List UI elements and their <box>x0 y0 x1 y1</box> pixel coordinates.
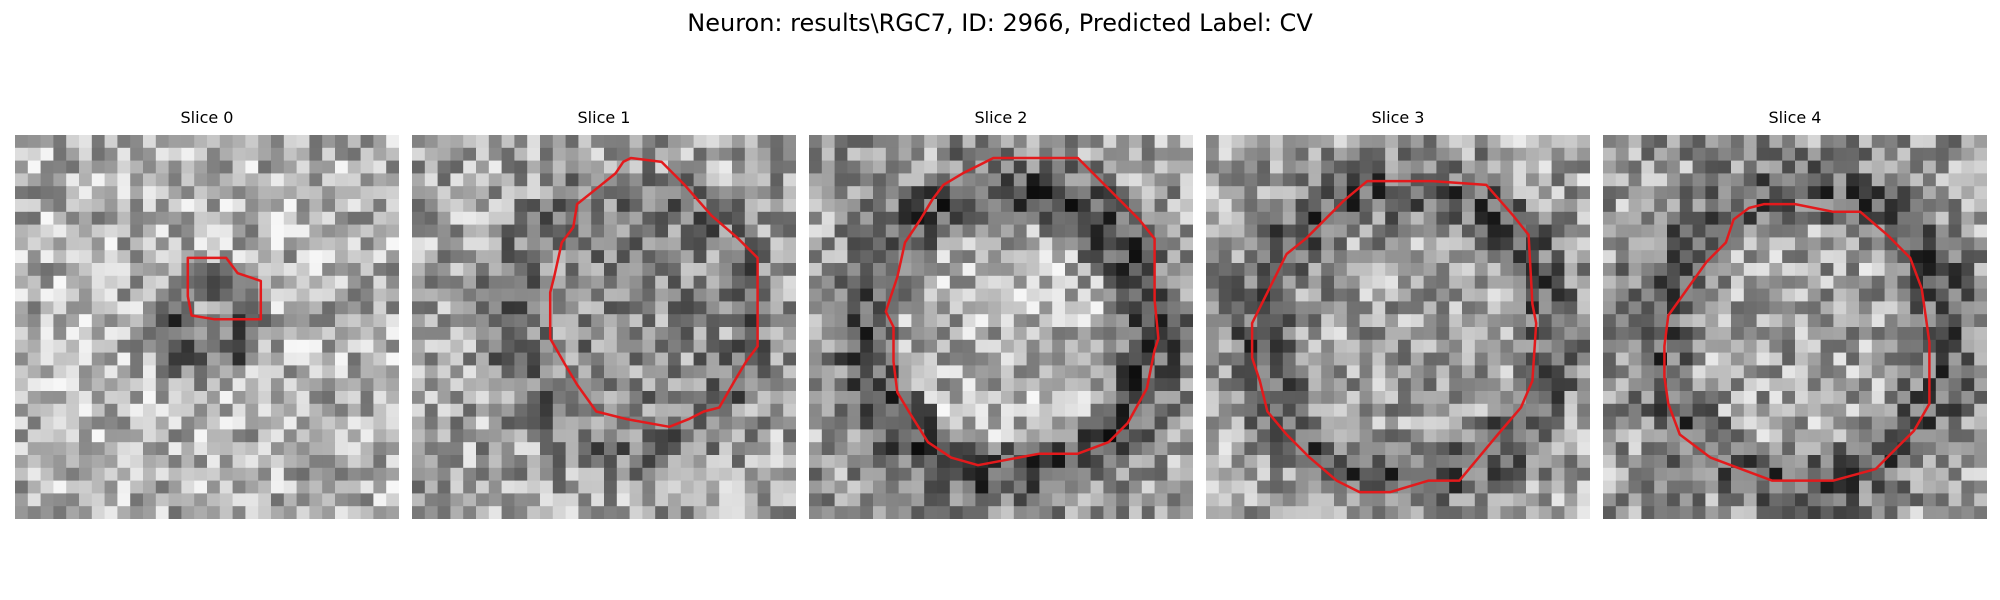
segmentation-contour <box>1663 202 1931 482</box>
slice-title-3: Slice 3 <box>1371 108 1425 127</box>
slice-1-canvas <box>412 135 796 519</box>
slice-image-3 <box>1206 135 1590 519</box>
slice-4-canvas <box>1603 135 1987 519</box>
pixel-grid <box>1603 135 1987 519</box>
slice-2-canvas <box>809 135 1193 519</box>
segmentation-contour <box>186 256 263 321</box>
slice-title-1: Slice 1 <box>577 108 631 127</box>
slice-title-0: Slice 0 <box>180 108 234 127</box>
segmentation-contour <box>1250 179 1538 494</box>
pixel-grid <box>15 135 399 519</box>
figure-title: Neuron: results\RGC7, ID: 2966, Predicte… <box>687 9 1313 37</box>
slice-image-2 <box>809 135 1193 519</box>
segmentation-contour <box>548 156 759 429</box>
slice-image-1 <box>412 135 796 519</box>
pixel-grid <box>412 135 796 519</box>
pixel-grid <box>809 135 1193 519</box>
segmentation-contour <box>884 156 1160 467</box>
slice-image-0 <box>15 135 399 519</box>
slice-3-canvas <box>1206 135 1590 519</box>
slice-0-canvas <box>15 135 399 519</box>
pixel-grid <box>1206 135 1590 519</box>
slice-image-4 <box>1603 135 1987 519</box>
slice-title-4: Slice 4 <box>1768 108 1822 127</box>
slice-title-2: Slice 2 <box>974 108 1028 127</box>
